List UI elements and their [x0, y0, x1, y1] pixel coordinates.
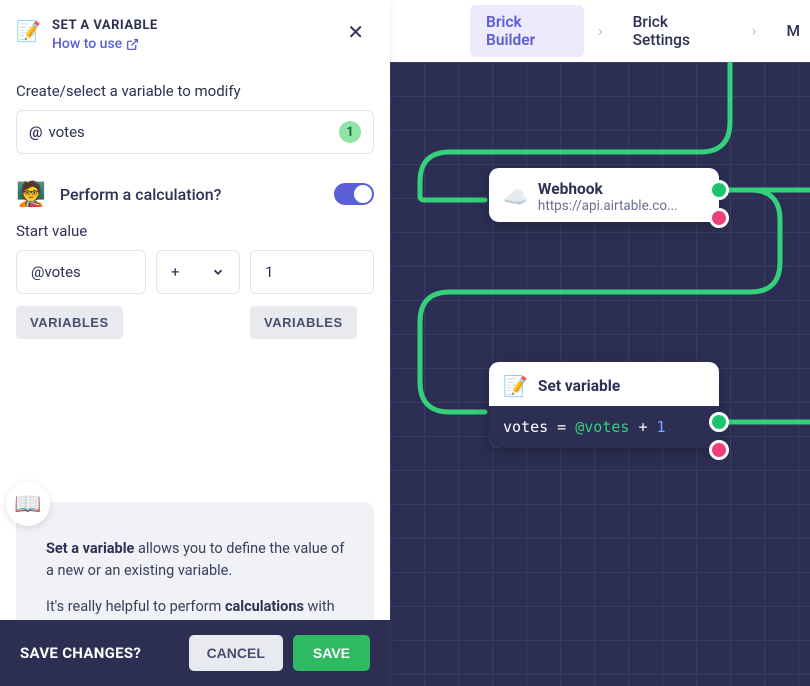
calc-row: 🧑‍🏫 Perform a calculation? — [16, 180, 374, 208]
flow-canvas[interactable]: ☁️ Webhook https://api.airtable.co... 📝 … — [390, 62, 810, 686]
crumb-brick-settings[interactable]: Brick Settings — [617, 5, 738, 57]
panel-body: Create/select a variable to modify @ vot… — [0, 62, 390, 686]
howto-label: How to use — [52, 36, 122, 52]
breadcrumb-sep: › — [752, 22, 757, 40]
memo-icon: 📝 — [503, 374, 528, 398]
usage-count-badge: 1 — [339, 121, 361, 143]
node-webhook-text: Webhook https://api.airtable.co... — [538, 180, 705, 214]
crumb-truncated[interactable]: M — [770, 14, 800, 48]
save-question: SAVE CHANGES? — [20, 644, 189, 662]
var-label: Create/select a variable to modify — [16, 82, 374, 100]
help-p1-strong: Set a variable — [46, 540, 134, 557]
book-icon: 📖 — [6, 482, 50, 526]
expr-var: @votes — [575, 418, 629, 436]
node-setvar-text: Set variable — [538, 377, 705, 395]
cloud-icon: ☁️ — [503, 185, 528, 209]
vars-buttons-row: VARIABLES VARIABLES — [16, 306, 374, 339]
breadcrumb-sep: › — [598, 22, 603, 40]
panel-title: SET A VARIABLE — [52, 18, 341, 33]
variables-button-left[interactable]: VARIABLES — [16, 306, 123, 339]
variable-input[interactable]: @ votes 1 — [16, 110, 374, 154]
help-p2a: It's really helpful to perform — [46, 598, 225, 615]
node-setvariable[interactable]: 📝 Set variable votes = @votes + 1 — [489, 362, 719, 448]
node-webhook[interactable]: ☁️ Webhook https://api.airtable.co... — [489, 168, 719, 222]
close-icon[interactable]: ✕ — [341, 18, 370, 46]
at-symbol: @ — [29, 123, 42, 141]
variable-icon: 📝 — [16, 18, 42, 44]
expr-op: + — [629, 418, 656, 436]
operator-value: + — [171, 263, 180, 281]
expr-lhs: votes — [503, 418, 548, 436]
howto-link[interactable]: How to use — [52, 36, 139, 52]
variable-name: votes — [48, 123, 339, 141]
calc-label: Perform a calculation? — [60, 185, 334, 204]
port-failure[interactable] — [709, 440, 729, 460]
breadcrumb: Brick Builder › Brick Settings › M — [390, 0, 810, 62]
node-setvar-header: 📝 Set variable — [489, 362, 719, 406]
calc-icon: 🧑‍🏫 — [16, 180, 46, 208]
node-webhook-header: ☁️ Webhook https://api.airtable.co... — [489, 168, 719, 222]
help-p2b: calculations — [225, 598, 304, 615]
cancel-button[interactable]: CANCEL — [189, 635, 283, 671]
canvas-area: Brick Builder › Brick Settings › M ☁️ We… — [390, 0, 810, 686]
variables-button-right[interactable]: VARIABLES — [250, 306, 357, 339]
crumb-brick-builder[interactable]: Brick Builder — [470, 5, 584, 57]
panel-header: 📝 SET A VARIABLE How to use ✕ — [0, 0, 390, 62]
help-p1: Set a variable allows you to define the … — [46, 538, 350, 582]
panel-header-text: SET A VARIABLE How to use — [52, 18, 341, 52]
node-webhook-subtitle: https://api.airtable.co... — [538, 198, 698, 214]
operator-select[interactable]: + — [156, 250, 240, 294]
config-panel: 📝 SET A VARIABLE How to use ✕ Create/sel… — [0, 0, 390, 686]
operand-input[interactable]: 1 — [250, 250, 374, 294]
node-webhook-title: Webhook — [538, 180, 705, 198]
port-failure[interactable] — [709, 208, 729, 228]
expr-num: 1 — [657, 418, 666, 436]
node-setvar-title: Set variable — [538, 377, 705, 395]
start-row: @votes + 1 — [16, 250, 374, 294]
startvalue-label: Start value — [16, 222, 374, 240]
port-success[interactable] — [709, 412, 729, 432]
node-setvar-body: votes = @votes + 1 — [489, 406, 719, 448]
external-link-icon — [126, 38, 139, 51]
save-button[interactable]: SAVE — [293, 635, 370, 671]
chevron-down-icon — [211, 265, 225, 279]
expr-eq: = — [548, 418, 575, 436]
start-value-input[interactable]: @votes — [16, 250, 146, 294]
spacer — [156, 306, 240, 339]
port-success[interactable] — [709, 180, 729, 200]
save-bar: SAVE CHANGES? CANCEL SAVE — [0, 620, 390, 686]
calc-toggle[interactable] — [334, 183, 374, 205]
